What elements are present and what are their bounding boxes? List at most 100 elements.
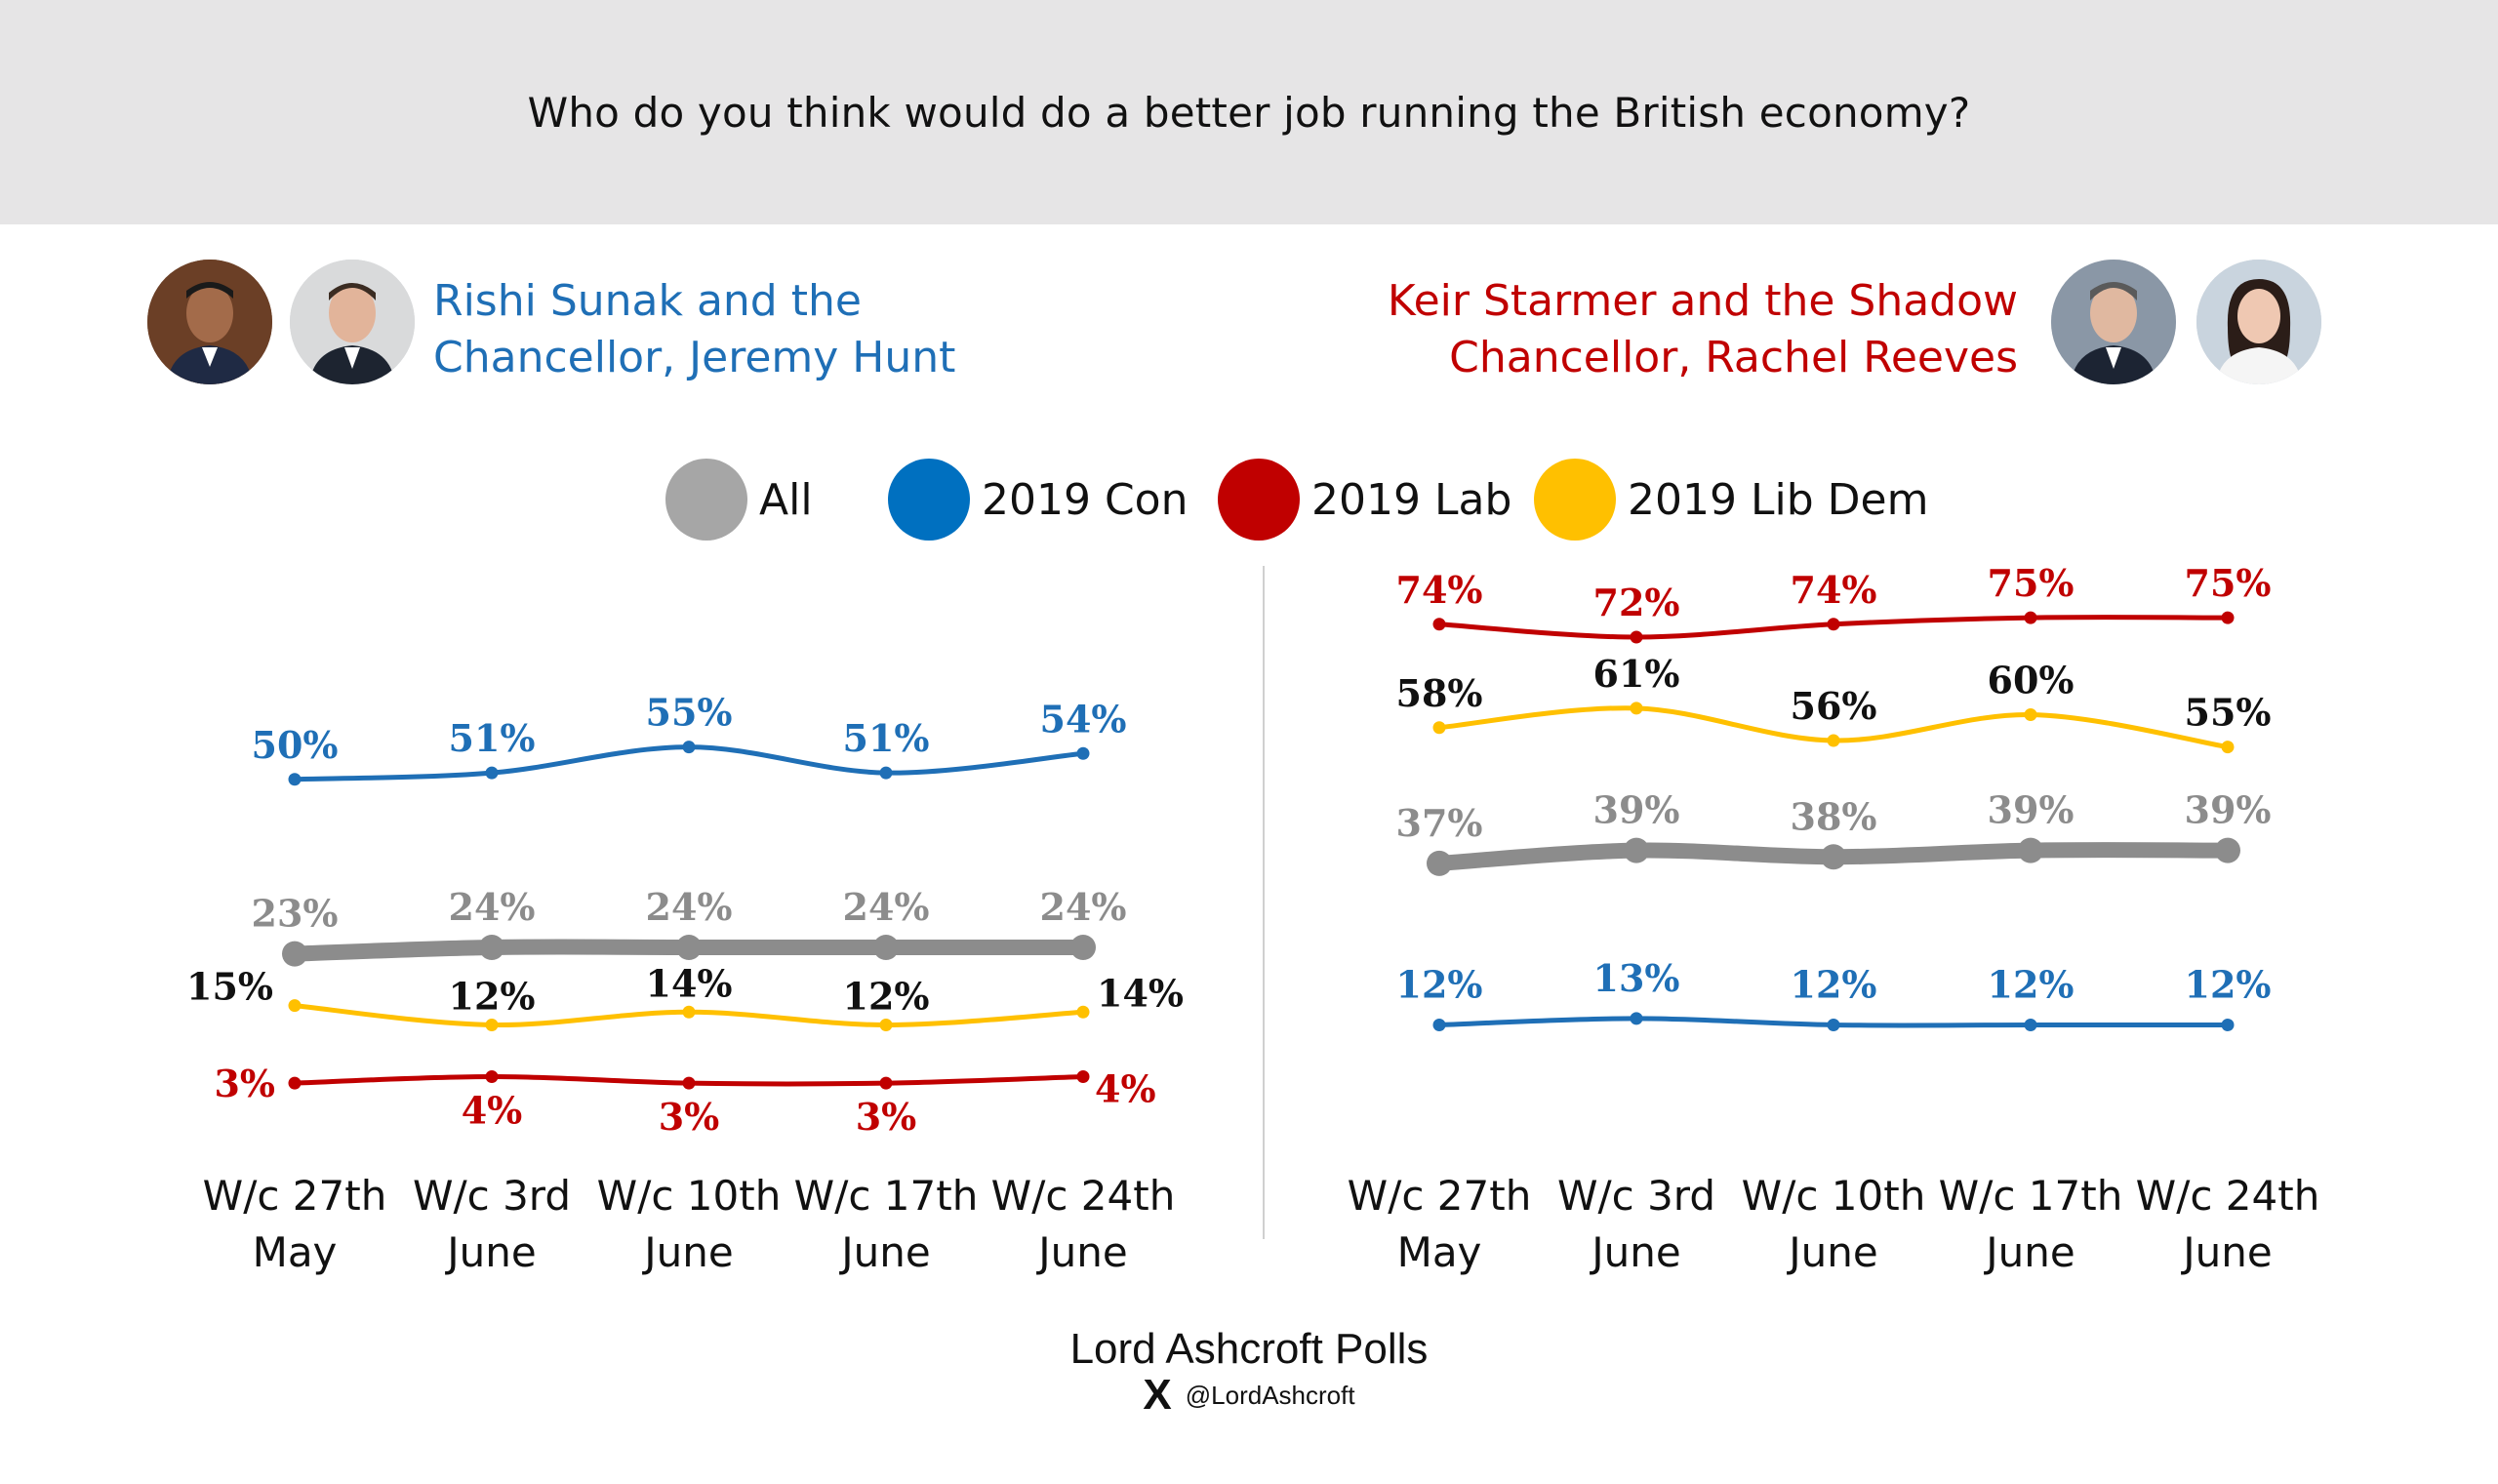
left-point-2019-lab-2	[682, 1076, 696, 1090]
right-label-2019-lib-dem-0: 58%	[1396, 671, 1483, 715]
left-x-tick-label-1-0: W/c 3rd	[413, 1172, 571, 1220]
left-x-tick-label-3-1: June	[838, 1228, 930, 1276]
right-pair-line1: Keir Starmer and the Shadow	[1387, 276, 2018, 326]
right-label-2019-lib-dem-2: 56%	[1791, 684, 1877, 728]
footer-handle-row: X @LordAshcroft	[0, 1374, 2498, 1417]
right-label-all-3: 39%	[1988, 788, 2075, 832]
right-x-tick-label-1-0: W/c 3rd	[1557, 1172, 1715, 1220]
left-label-all-2: 24%	[646, 885, 733, 929]
left-chart: 50% 51% 55% 51% 54% 23% 24% 24% 24% 24% 15% 12% 14% 1…	[186, 691, 1184, 1276]
legend-item-2019-con: 2019 Con	[888, 459, 1189, 541]
legend-swatch-2019-lab	[1218, 459, 1300, 541]
left-point-2019-con-0	[288, 773, 302, 786]
legend-label-2019-lib-dem: 2019 Lib Dem	[1628, 474, 1929, 525]
right-label-all-0: 37%	[1396, 801, 1483, 845]
left-point-all-1	[479, 935, 504, 960]
right-x-tick-label-3-0: W/c 17th	[1939, 1172, 2123, 1220]
keir-starmer-avatar	[2051, 260, 2176, 384]
left-pair-line2: Chancellor, Jeremy Hunt	[433, 333, 956, 382]
footer-title: Lord Ashcroft Polls	[1069, 1325, 1429, 1373]
left-point-2019-con-4	[1076, 746, 1090, 760]
left-point-all-2	[676, 935, 702, 960]
right-point-2019-lib-dem-4	[2221, 741, 2235, 754]
legend-item-all: All	[665, 459, 813, 541]
right-chart: 74% 72% 74% 75% 75% 58% 61% 56% 60% 55% 37% 39% 38% 3…	[1348, 561, 2320, 1276]
rishi-sunak-avatar	[147, 260, 272, 384]
left-point-2019-con-1	[485, 766, 499, 780]
right-pair-title: Keir Starmer and the Shadow Chancellor, …	[1388, 273, 2018, 386]
left-point-2019-lab-3	[879, 1076, 893, 1090]
left-label-2019-lib-dem-4: 14%	[1097, 971, 1184, 1015]
left-x-tick-label-0-0: W/c 27th	[203, 1172, 387, 1220]
right-label-2019-con-3: 12%	[1988, 963, 2075, 1007]
left-point-2019-lib-dem-3	[879, 1019, 893, 1031]
left-point-2019-lib-dem-1	[485, 1019, 499, 1031]
right-point-2019-con-3	[2024, 1019, 2037, 1031]
legend-swatch-2019-lib-dem	[1534, 459, 1616, 541]
right-point-2019-lib-dem-1	[1630, 702, 1643, 715]
right-point-all-3	[2018, 837, 2043, 863]
right-point-2019-lab-1	[1630, 630, 1643, 644]
right-pair-line2: Chancellor, Rachel Reeves	[1449, 333, 2018, 382]
left-point-2019-con-2	[682, 741, 696, 754]
legend-item-2019-lib-dem: 2019 Lib Dem	[1534, 459, 1928, 541]
right-label-2019-lab-1: 72%	[1593, 581, 1680, 624]
left-label-2019-lib-dem-2: 14%	[646, 961, 733, 1005]
right-point-2019-lib-dem-0	[1432, 721, 1446, 735]
right-label-2019-con-2: 12%	[1791, 963, 1877, 1007]
right-point-all-4	[2215, 837, 2240, 863]
right-label-all-2: 38%	[1791, 794, 1877, 838]
right-point-2019-con-0	[1432, 1019, 1446, 1031]
right-point-all-2	[1821, 844, 1846, 870]
left-label-all-4: 24%	[1040, 885, 1127, 929]
right-point-2019-lib-dem-3	[2024, 708, 2037, 721]
question-banner: Who do you think would do a better job r…	[0, 0, 2498, 224]
left-point-2019-lab-4	[1076, 1070, 1090, 1083]
left-label-all-3: 24%	[843, 885, 930, 929]
left-x-tick-label-4-0: W/c 24th	[991, 1172, 1176, 1220]
left-pair-title: Rishi Sunak and the Chancellor, Jeremy H…	[433, 273, 955, 386]
left-point-2019-lib-dem-0	[288, 999, 302, 1013]
right-point-2019-lab-0	[1432, 618, 1446, 631]
right-x-tick-label-4-1: June	[2180, 1228, 2272, 1276]
right-point-2019-lib-dem-2	[1827, 734, 1840, 747]
right-point-2019-con-2	[1827, 1019, 1840, 1031]
right-label-all-4: 39%	[2185, 788, 2272, 832]
left-point-2019-lib-dem-2	[682, 1005, 696, 1019]
left-label-2019-lab-4: 4%	[1095, 1067, 1156, 1111]
question-title: Who do you think would do a better job r…	[527, 88, 1971, 137]
left-x-tick-label-2-0: W/c 10th	[597, 1172, 782, 1220]
right-label-2019-lab-2: 74%	[1791, 568, 1877, 612]
x-logo-icon: X	[1143, 1371, 1172, 1419]
left-label-2019-con-0: 50%	[252, 723, 339, 767]
right-point-2019-con-4	[2221, 1019, 2235, 1031]
left-label-2019-lib-dem-3: 12%	[843, 975, 930, 1019]
left-label-2019-lib-dem-0: 15%	[186, 965, 273, 1009]
right-label-2019-lib-dem-1: 61%	[1593, 652, 1680, 696]
left-label-2019-lab-2: 3%	[659, 1095, 720, 1139]
left-label-2019-con-1: 51%	[449, 716, 536, 760]
right-label-2019-con-1: 13%	[1593, 956, 1680, 1000]
left-label-2019-con-3: 51%	[843, 716, 930, 760]
left-point-all-4	[1070, 935, 1096, 960]
right-label-2019-lib-dem-4: 55%	[2185, 691, 2272, 735]
right-point-all-1	[1624, 837, 1649, 863]
right-point-all-0	[1427, 850, 1452, 876]
left-x-tick-label-3-0: W/c 17th	[794, 1172, 979, 1220]
right-point-2019-lab-2	[1827, 618, 1840, 631]
right-x-tick-label-2-1: June	[1786, 1228, 1877, 1276]
left-point-all-0	[282, 941, 307, 967]
left-x-tick-label-1-1: June	[444, 1228, 536, 1276]
right-label-2019-con-0: 12%	[1396, 963, 1483, 1007]
left-x-tick-label-2-1: June	[641, 1228, 733, 1276]
left-x-tick-label-4-1: June	[1035, 1228, 1127, 1276]
jeremy-hunt-avatar	[290, 260, 415, 384]
left-x-tick-label-0-1: May	[253, 1228, 338, 1276]
right-x-tick-label-3-1: June	[1983, 1228, 2075, 1276]
legend-label-2019-con: 2019 Con	[982, 474, 1189, 525]
right-label-all-1: 39%	[1593, 788, 1680, 832]
right-point-2019-lab-3	[2024, 611, 2037, 624]
legend-label-all: All	[759, 474, 813, 525]
right-x-tick-label-1-1: June	[1589, 1228, 1680, 1276]
left-label-2019-lib-dem-1: 12%	[449, 975, 536, 1019]
